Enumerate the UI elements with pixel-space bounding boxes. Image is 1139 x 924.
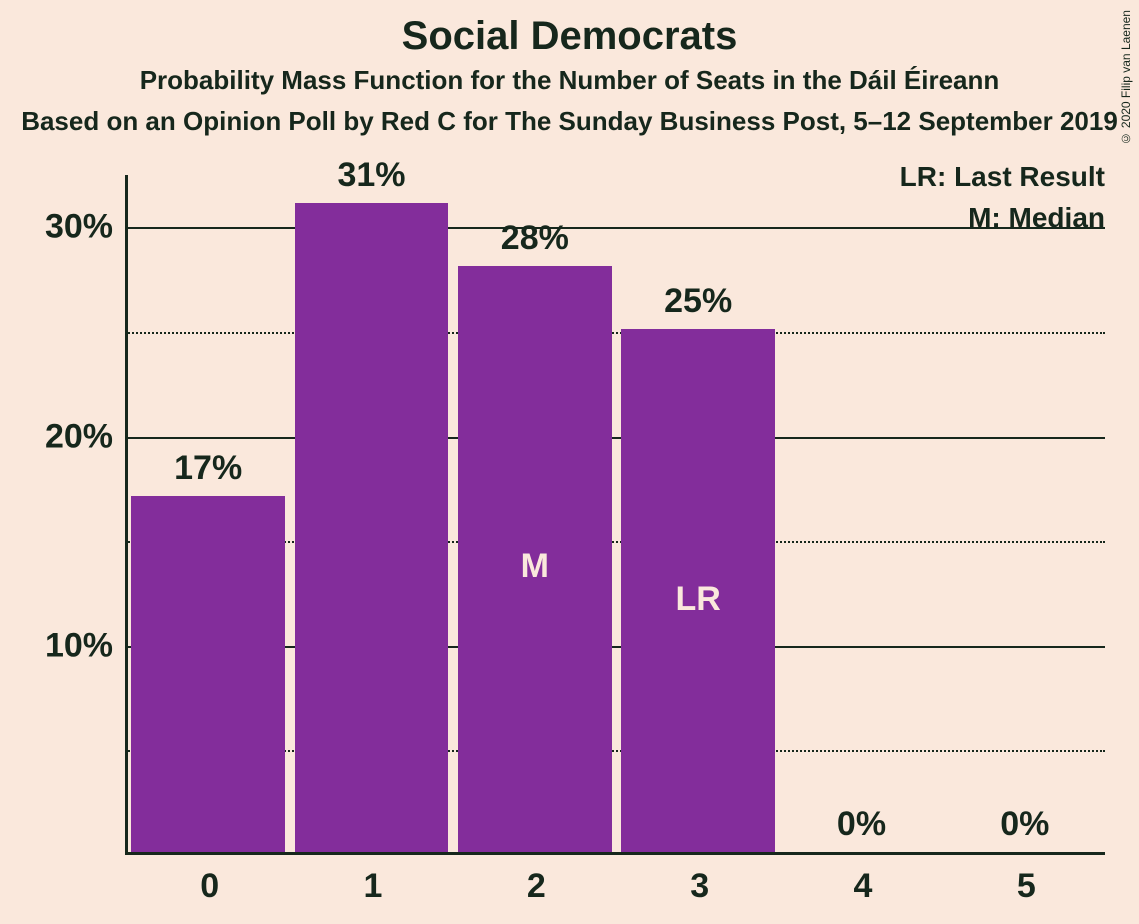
bar: 17% (131, 496, 285, 852)
gridline-major (125, 437, 1105, 439)
bar-value-label: 0% (837, 805, 886, 844)
plot-area: LR: Last Result M: Median 10%20%30%17%03… (125, 175, 1105, 855)
chart-subtitle2: Based on an Opinion Poll by Red C for Th… (0, 96, 1139, 137)
x-tick-label: 5 (1017, 867, 1036, 906)
x-tick-label: 0 (200, 867, 219, 906)
x-axis (125, 852, 1105, 855)
bar-value-label: 25% (664, 282, 732, 321)
bar-value-label: 31% (337, 156, 405, 195)
x-tick-label: 1 (364, 867, 383, 906)
chart-subtitle: Probability Mass Function for the Number… (0, 59, 1139, 96)
legend-lr: LR: Last Result (900, 157, 1105, 198)
chart-container: Social Democrats Probability Mass Functi… (0, 0, 1139, 924)
y-axis (125, 175, 128, 855)
x-tick-label: 4 (854, 867, 873, 906)
bar-annotation: M (521, 547, 549, 586)
legend: LR: Last Result M: Median (900, 157, 1105, 238)
bar: 25%LR (621, 329, 775, 852)
y-tick-label: 10% (45, 626, 113, 665)
bar-value-label: 28% (501, 219, 569, 258)
bar-value-label: 17% (174, 449, 242, 488)
x-tick-label: 3 (690, 867, 709, 906)
copyright-text: © 2020 Filip van Laenen (1119, 10, 1133, 145)
legend-m: M: Median (900, 198, 1105, 239)
y-tick-label: 30% (45, 208, 113, 247)
gridline-major (125, 227, 1105, 229)
bar: 31% (295, 203, 449, 852)
y-tick-label: 20% (45, 417, 113, 456)
bar: 28%M (458, 266, 612, 852)
x-tick-label: 2 (527, 867, 546, 906)
gridline-minor (125, 332, 1105, 334)
chart-title: Social Democrats (0, 0, 1139, 59)
bar-annotation: LR (675, 580, 720, 619)
bar-value-label: 0% (1000, 805, 1049, 844)
